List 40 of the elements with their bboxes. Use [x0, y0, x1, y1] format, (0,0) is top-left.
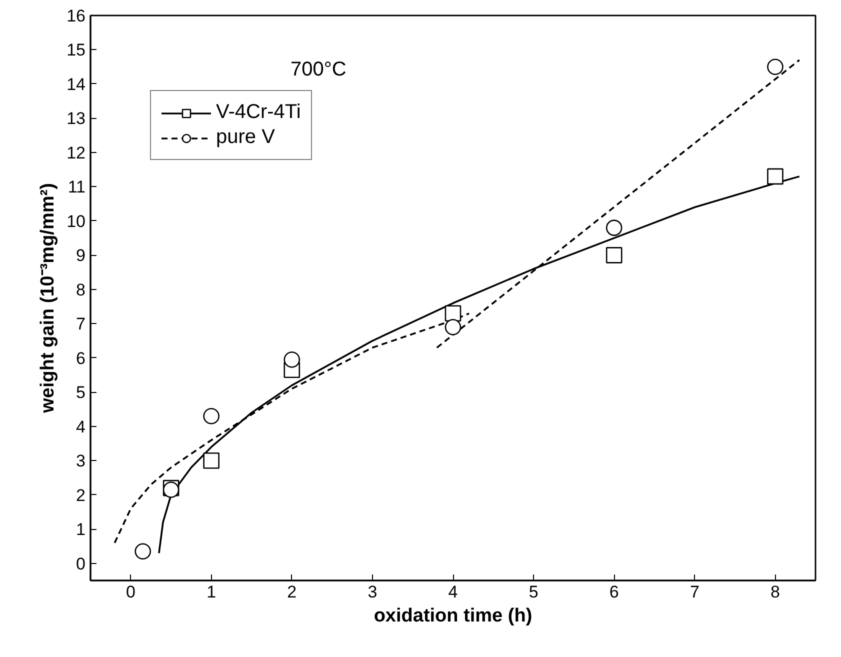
y-tick-label: 1: [76, 520, 86, 540]
y-tick-label: 5: [76, 383, 86, 402]
y-tick-label: 10: [66, 212, 86, 231]
y-tick-label: 6: [76, 348, 86, 368]
x-tick-label: 7: [690, 582, 700, 602]
y-tick-label: 8: [76, 280, 86, 300]
x-axis-title: oxidation time (h): [374, 606, 532, 626]
y-tick-label: 4: [76, 417, 86, 436]
y-tick-label: 14: [66, 74, 86, 94]
point: [444, 318, 462, 336]
x-tick-label: 6: [609, 582, 619, 602]
y-tick-label: 7: [76, 314, 86, 334]
x-tick-label: 5: [528, 582, 538, 602]
x-tick-label: 3: [368, 582, 378, 602]
point: [284, 352, 300, 368]
y-tick-label: 11: [68, 178, 86, 197]
y-tick-label: 15: [66, 40, 86, 60]
point: [606, 247, 622, 264]
point: [767, 168, 784, 185]
y-tick-label: 2: [76, 486, 86, 505]
x-tick-label: 4: [448, 582, 458, 602]
point: [767, 58, 784, 75]
annotation: 700°C: [290, 58, 346, 80]
point: [203, 408, 220, 424]
point: [134, 543, 152, 560]
y-tick-label: 12: [66, 143, 86, 162]
point: [606, 220, 622, 236]
x-tick-label: 1: [206, 582, 216, 602]
y-tick-label: 16: [66, 6, 86, 26]
y-tick-label: 0: [76, 554, 86, 574]
x-tick-label: 8: [770, 582, 780, 602]
x-tick-label: 2: [287, 582, 297, 602]
y-tick-label: 3: [76, 452, 86, 471]
y-tick-label: 9: [76, 246, 86, 266]
y-axis-title: weight gain (10⁻³mg/mm²): [38, 183, 59, 414]
x-tick-label: 0: [126, 582, 136, 602]
legend-label: V-4Cr-4Ti: [216, 101, 301, 124]
point: [203, 452, 220, 469]
legend-label: pure V: [216, 126, 275, 149]
y-tick-label: 13: [66, 109, 86, 128]
